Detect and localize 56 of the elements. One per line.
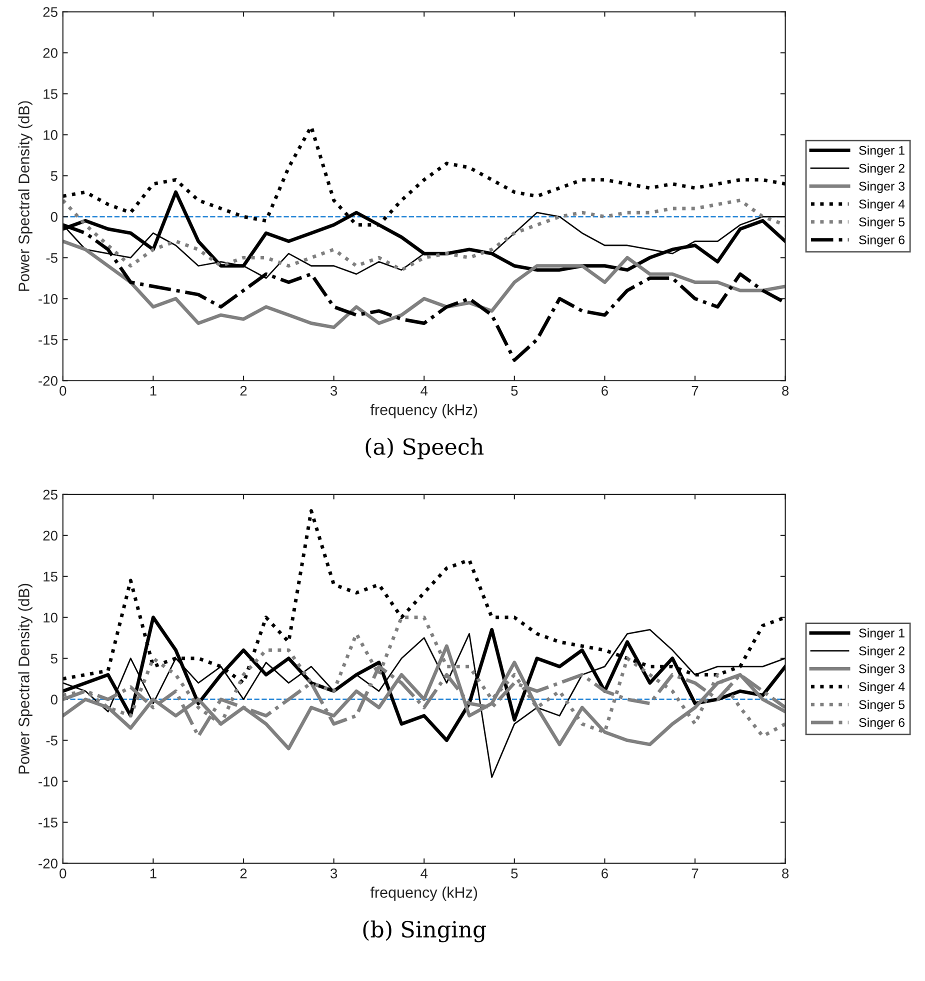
x-tick-label: 3 [330,386,338,396]
legend-label: Singer 5 [859,217,905,229]
y-tick-label: 20 [43,530,58,541]
legend-label: Singer 3 [859,181,905,194]
y-tick-label: 0 [50,212,58,222]
legend-label: Singer 5 [859,700,905,712]
x-tick-label: 5 [511,386,518,396]
y-tick-label: -10 [38,776,58,786]
legend-label: Singer 2 [859,646,904,658]
y-axis-title: Power Spectral Density (dB) [18,101,32,291]
x-tick-label: 0 [60,868,66,878]
x-tick-label: 2 [240,386,247,396]
x-tick-label: 7 [692,868,698,878]
text: (b) Singing [363,920,486,942]
y-tick-label: 5 [50,171,58,181]
legend-label: Singer 1 [859,146,904,158]
legend-label: Singer 3 [859,664,905,676]
legend-label: Singer 6 [859,718,905,730]
y-tick-label: -20 [38,858,58,868]
x-tick-label: 0 [60,386,66,396]
y-tick-label: 25 [43,490,58,500]
x-tick-label: 6 [602,868,608,878]
y-tick-label: -5 [46,253,58,263]
x-tick-label: 5 [511,868,518,878]
y-tick-label: -5 [46,736,58,746]
x-axis-title: frequency (kHz) [370,404,478,418]
y-tick-label: 0 [50,694,58,705]
x-tick-label: 1 [150,868,156,878]
y-tick-label: -15 [38,335,58,345]
x-tick-label: 4 [420,868,428,878]
y-tick-label: 15 [44,572,58,582]
y-tick-label: -15 [38,818,58,828]
legend-label: Singer 6 [859,235,905,247]
y-tick-label: -20 [38,376,58,386]
x-tick-label: 8 [782,868,789,878]
y-tick-label: 15 [44,89,58,99]
legend-label: Singer 4 [859,199,905,211]
y-tick-label: -10 [38,294,58,304]
y-tick-label: 10 [44,130,58,140]
x-tick-label: 6 [602,386,608,396]
legend-label: Singer 2 [859,164,904,176]
y-tick-label: 5 [50,654,58,664]
y-tick-label: 20 [43,48,58,58]
x-tick-label: 4 [420,386,428,396]
x-tick-label: 3 [330,868,338,878]
legend-label: Singer 4 [859,682,905,694]
x-axis-title: frequency (kHz) [370,886,478,901]
x-tick-label: 8 [782,386,789,396]
text: (a) Speech [366,438,484,460]
x-tick-label: 1 [150,386,156,396]
x-tick-label: 2 [240,868,247,878]
y-axis-title: Power Spectral Density (dB) [18,584,32,774]
legend-label: Singer 1 [859,628,904,640]
y-tick-label: 25 [43,7,58,17]
y-tick-label: 10 [44,612,58,623]
x-tick-label: 7 [692,386,698,396]
